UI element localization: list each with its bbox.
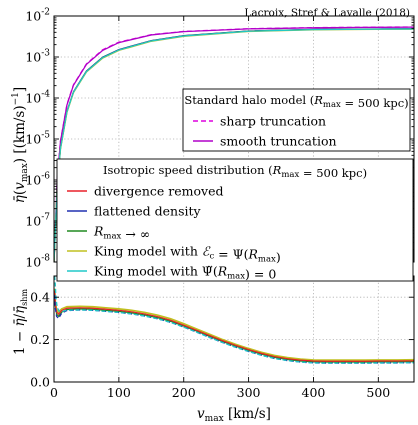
bottom-series-group xyxy=(54,276,414,364)
svg-text:1 − η̄/η̄shm: 1 − η̄/η̄shm xyxy=(12,289,29,355)
x-axis-title: vmax [km/s] xyxy=(197,406,271,424)
x-tick-label: 300 xyxy=(237,385,261,400)
legend-label: smooth truncation xyxy=(220,134,337,149)
y-tick-label: 10-6 xyxy=(25,172,50,188)
top-series-group xyxy=(54,26,414,262)
y-tick-label: 0.0 xyxy=(30,375,50,390)
legend-label: sharp truncation xyxy=(220,114,326,129)
bottom-axis-ticks: 0 100 200 300 400 500 0.0 0.2 0.4 xyxy=(30,276,414,400)
bottom-plot-frame xyxy=(53,275,415,383)
ratio-line-divergence xyxy=(54,290,414,362)
bottom-grid xyxy=(53,276,414,383)
series-line-king_psi xyxy=(54,28,414,262)
legend-label: King model with Ψ̃(Rmax) = 0 xyxy=(94,264,276,282)
x-tick-label: 0 xyxy=(50,385,58,400)
y-tick-label: 0.4 xyxy=(30,290,50,305)
y-tick-label: 10-4 xyxy=(25,90,50,106)
y-tick-label: 10-2 xyxy=(25,8,50,24)
legend-label: flattened density xyxy=(94,204,202,219)
legend-standard-halo: Standard halo model (Rmax = 500 kpc) shar… xyxy=(182,88,411,152)
y-tick-label: 10-3 xyxy=(25,49,50,65)
svg-text:η̄(vmax) [(km/s)−1]: η̄(vmax) [(km/s)−1] xyxy=(11,87,30,203)
legend-label: Rmax → ∞ xyxy=(93,224,150,242)
ratio-line-king_psi xyxy=(54,276,414,364)
credit-text: Lacroix, Stref & Lavalle (2018) xyxy=(244,7,410,19)
x-tick-label: 400 xyxy=(302,385,326,400)
ratio-line-flattened xyxy=(54,295,414,364)
legend-title: Standard halo model (Rmax = 500 kpc) xyxy=(184,93,408,110)
legend-label: divergence removed xyxy=(94,184,223,199)
y-tick-label: 10-5 xyxy=(25,131,50,147)
svg-text:vmax [km/s]: vmax [km/s] xyxy=(197,406,271,424)
x-tick-label: 500 xyxy=(366,385,390,400)
x-tick-label: 100 xyxy=(107,385,131,400)
bottom-y-axis-title: 1 − η̄/η̄shm xyxy=(12,289,29,355)
x-tick-label: 200 xyxy=(172,385,196,400)
legend-box xyxy=(56,158,414,282)
series-line-smooth xyxy=(54,26,414,262)
legend-title: Isotropic speed distribution (Rmax = 500… xyxy=(103,163,367,180)
legend-isotropic: Isotropic speed distribution (Rmax = 500… xyxy=(56,158,414,282)
legend-box xyxy=(182,88,411,152)
y-tick-label: 0.2 xyxy=(30,332,50,347)
ratio-line-rmax_inf xyxy=(54,292,414,363)
ratio-line-king_ec xyxy=(54,288,414,362)
y-tick-label: 10-8 xyxy=(25,254,50,270)
y-tick-label: 10-7 xyxy=(25,213,50,229)
top-y-axis-title: η̄(vmax) [(km/s)−1] xyxy=(11,87,30,203)
legend-label: King model with ℰc = Ψ(Rmax) xyxy=(94,244,281,265)
